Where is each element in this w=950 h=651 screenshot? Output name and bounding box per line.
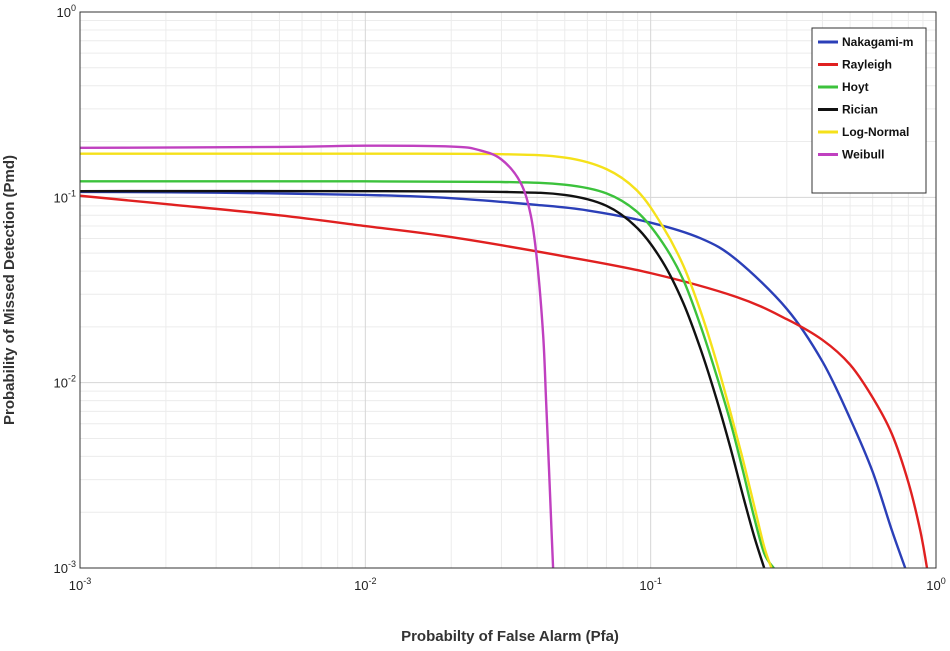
legend-label-log-normal: Log-Normal xyxy=(842,125,909,139)
series-layer xyxy=(80,144,929,568)
legend: Nakagami-m Rayleigh Hoyt Rician Log-Normal We… xyxy=(811,27,927,194)
plot-area xyxy=(80,12,936,568)
legend-label-rician: Rician xyxy=(842,103,878,117)
series-line-weibull xyxy=(80,144,555,568)
legend-label-weibull: Weibull xyxy=(842,148,884,162)
series-line-rayleigh xyxy=(80,194,929,568)
plot-frame xyxy=(79,11,937,569)
x-tick-label: 10-2 xyxy=(354,576,376,593)
x-axis-label: Probabilty of False Alarm (Pfa) xyxy=(401,628,619,645)
series-line-rician xyxy=(80,189,766,568)
y-tick-label: 10-3 xyxy=(54,559,76,576)
series-line-hoyt xyxy=(80,180,775,568)
legend-label-rayleigh: Rayleigh xyxy=(842,58,892,72)
x-tick-label: 100 xyxy=(926,576,945,593)
x-tick-label: 10-3 xyxy=(69,576,91,593)
grid xyxy=(79,11,937,569)
y-tick-label: 10-2 xyxy=(54,374,76,391)
legend-label-nakagami-m: Nakagami-m xyxy=(842,35,913,49)
x-tick-label: 10-1 xyxy=(639,576,661,593)
series-line-log-normal xyxy=(80,152,773,568)
y-tick-label: 100 xyxy=(57,3,76,20)
legend-label-hoyt: Hoyt xyxy=(842,80,869,94)
y-axis-label: Probability of Missed Detection (Pmd) xyxy=(1,155,18,425)
y-tick-label: 10-1 xyxy=(54,188,76,205)
y-tick-labels: 10-3 10-2 10-1 100 xyxy=(54,3,76,576)
series-line-nakagami-m xyxy=(80,190,907,568)
x-tick-labels: 10-3 10-2 10-1 100 xyxy=(69,576,946,593)
